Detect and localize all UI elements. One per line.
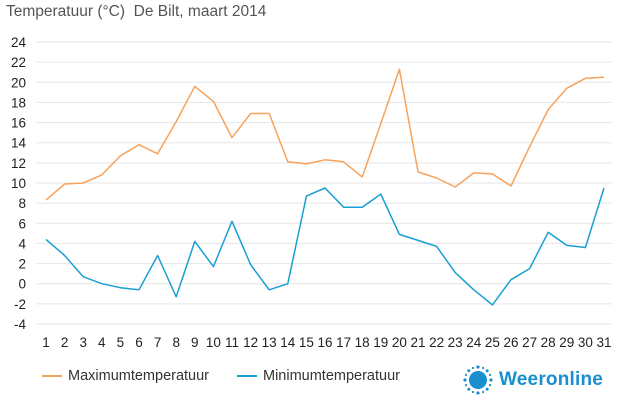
- chart-title: Temperatuur (°C) De Bilt, maart 2014: [6, 3, 267, 20]
- x-tick-label: 19: [373, 335, 388, 350]
- series-line-min[interactable]: [45, 187, 605, 306]
- y-tick-label: 22: [11, 55, 26, 70]
- x-tick-label: 22: [429, 335, 444, 350]
- y-tick-label: 18: [11, 95, 26, 110]
- x-tick-label: 9: [191, 335, 199, 350]
- y-tick-label: 4: [18, 236, 26, 251]
- x-tick-label: 4: [98, 335, 106, 350]
- series-lines: [45, 68, 605, 306]
- y-tick-label: 16: [11, 116, 26, 131]
- x-tick-label: 1: [42, 335, 50, 350]
- x-tick-label: 6: [135, 335, 143, 350]
- sun-logo-icon: [463, 365, 493, 395]
- x-tick-label: 31: [596, 335, 611, 350]
- x-tick-label: 21: [410, 335, 425, 350]
- y-tick-label: 12: [11, 156, 26, 171]
- x-axis-ticks: 1 2 3 4 5 6 7 8 9 10 11 12 13 14 15 16 17 18 19 20 21 22 23 24 2…: [42, 335, 611, 350]
- legend-label-max: Maximumtemperatuur: [68, 368, 210, 384]
- x-tick-label: 28: [541, 335, 556, 350]
- x-tick-label: 11: [225, 335, 239, 350]
- legend-item-max[interactable]: Maximumtemperatuur: [42, 368, 209, 384]
- x-tick-label: 29: [559, 335, 574, 350]
- y-tick-label: 20: [11, 75, 26, 90]
- x-tick-label: 12: [243, 335, 258, 350]
- grid-lines: [36, 41, 612, 325]
- x-tick-label: 25: [485, 335, 500, 350]
- y-tick-label: 2: [18, 257, 26, 272]
- legend-swatch-max: [42, 375, 62, 377]
- x-tick-label: 18: [355, 335, 370, 350]
- x-tick-label: 27: [522, 335, 537, 350]
- y-tick-label: 8: [18, 196, 26, 211]
- y-tick-label: -2: [14, 297, 26, 312]
- x-tick-label: 10: [206, 335, 221, 350]
- x-tick-label: 13: [262, 335, 277, 350]
- x-tick-label: 7: [154, 335, 162, 350]
- legend-label-min: Minimumtemperatuur: [263, 368, 400, 384]
- y-tick-label: 6: [18, 216, 26, 231]
- legend-item-min[interactable]: Minimumtemperatuur: [237, 368, 400, 384]
- x-tick-label: 5: [117, 335, 125, 350]
- x-tick-label: 26: [503, 335, 518, 350]
- x-tick-label: 15: [299, 335, 314, 350]
- y-tick-label: 0: [18, 277, 26, 292]
- y-tick-label: -4: [14, 317, 26, 332]
- x-tick-label: 16: [317, 335, 332, 350]
- x-tick-label: 14: [280, 335, 296, 350]
- weeronline-logo: Weeronline: [462, 364, 603, 396]
- y-tick-label: 24: [11, 35, 27, 50]
- legend-swatch-min: [237, 375, 257, 377]
- x-tick-label: 3: [79, 335, 87, 350]
- x-tick-label: 2: [61, 335, 69, 350]
- y-tick-label: 10: [11, 176, 26, 191]
- x-tick-label: 23: [448, 335, 463, 350]
- logo-text: Weeronline: [499, 369, 604, 390]
- y-tick-label: 14: [11, 136, 27, 151]
- x-tick-label: 30: [578, 335, 593, 350]
- series-line-max[interactable]: [45, 68, 605, 201]
- x-tick-label: 8: [172, 335, 180, 350]
- x-tick-label: 20: [392, 335, 407, 350]
- x-tick-label: 24: [466, 335, 482, 350]
- x-tick-label: 17: [336, 335, 351, 350]
